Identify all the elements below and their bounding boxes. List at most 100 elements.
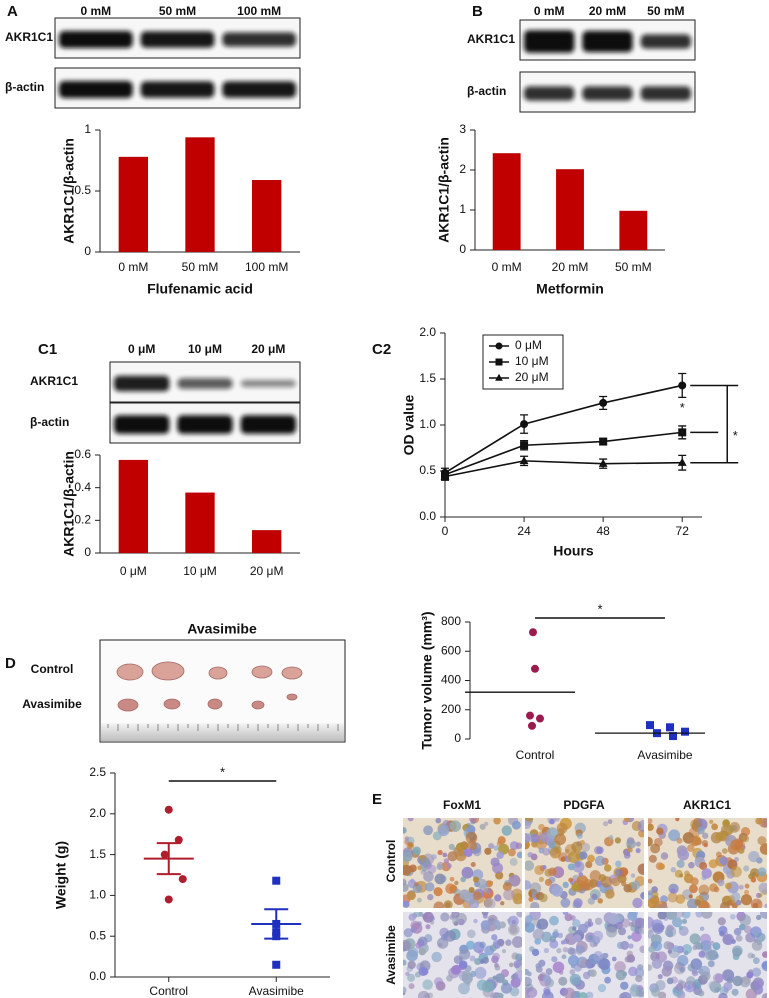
cell [545, 968, 553, 975]
cell [724, 824, 735, 835]
cell [648, 878, 653, 884]
cell [410, 926, 417, 933]
ihc-texture [525, 818, 644, 908]
cell [698, 950, 706, 958]
cell [525, 860, 535, 871]
blot-row-label: AKR1C1 [30, 374, 78, 388]
cell [492, 919, 501, 927]
cell [543, 947, 550, 954]
cell [572, 926, 577, 931]
cell [624, 956, 631, 963]
cell [679, 967, 685, 973]
cell [585, 991, 594, 998]
panel-label: A [7, 3, 18, 20]
blot-row-label: β-actin [30, 415, 69, 429]
cell [754, 931, 760, 937]
cell [631, 880, 641, 890]
cell [435, 818, 442, 824]
cell [493, 845, 500, 851]
point [519, 456, 529, 465]
cell [701, 868, 712, 879]
cell [648, 897, 659, 908]
ihc-texture [403, 912, 522, 998]
ihc-column-label: AKR1C1 [683, 798, 731, 812]
cell [697, 826, 705, 835]
cell [508, 962, 514, 968]
x-tick-label: 72 [676, 524, 690, 538]
cell [406, 890, 416, 901]
cell [448, 843, 455, 850]
cell [417, 865, 423, 871]
x-tick-label: 24 [517, 524, 531, 538]
cell [509, 857, 518, 866]
cell [711, 823, 718, 831]
series-line [444, 460, 683, 478]
cell [615, 969, 627, 981]
point [272, 876, 281, 885]
cell [750, 877, 757, 883]
cell [544, 878, 553, 886]
cell [717, 879, 725, 887]
legend-label: 10 μM [515, 354, 549, 368]
cell [433, 887, 443, 897]
cell [623, 818, 630, 823]
cell [635, 848, 641, 854]
cell [422, 912, 434, 923]
blot-band [177, 415, 233, 434]
cell [637, 863, 644, 875]
cell [611, 877, 621, 887]
photo-row-label: Avasimibe [22, 697, 82, 711]
cell [407, 960, 416, 970]
blot-band [640, 34, 691, 49]
cell [551, 885, 564, 897]
legend-label: 20 μM [515, 370, 549, 384]
cell [648, 916, 655, 929]
cell [512, 936, 522, 948]
point [531, 664, 539, 673]
cell [447, 851, 458, 862]
cell [630, 873, 636, 878]
x-tick-label: 48 [596, 524, 610, 538]
cell [543, 974, 551, 983]
cell [594, 855, 606, 867]
cell [620, 981, 629, 990]
cell [707, 960, 715, 968]
cell [434, 977, 444, 987]
cell [574, 861, 582, 868]
cell [525, 833, 531, 844]
cell [686, 976, 696, 986]
point [678, 428, 687, 437]
cell [553, 928, 559, 934]
cell [526, 971, 532, 977]
cell [740, 894, 753, 906]
cell [666, 977, 674, 985]
bar [118, 156, 148, 252]
cell [756, 914, 762, 921]
point [646, 721, 654, 730]
cell [423, 871, 434, 882]
cell [481, 912, 489, 916]
cell [549, 847, 561, 859]
cell [667, 892, 678, 903]
cell [691, 968, 698, 975]
cell [440, 934, 448, 941]
point [520, 420, 529, 429]
ihc-texture [403, 818, 522, 908]
cell [656, 900, 667, 908]
cell [614, 868, 623, 877]
annotation: * [733, 428, 738, 443]
point [666, 723, 674, 732]
cell [542, 865, 547, 870]
y-tick-label: 1.5 [419, 371, 436, 385]
cell [648, 945, 656, 953]
cell [597, 983, 607, 993]
cell [507, 918, 512, 923]
cell [478, 949, 484, 956]
point [536, 714, 544, 723]
cell [525, 994, 531, 998]
cell [587, 854, 595, 863]
cell [549, 915, 559, 926]
cell [538, 876, 544, 882]
photo-title: Avasimibe [187, 621, 257, 637]
cell [531, 948, 540, 957]
